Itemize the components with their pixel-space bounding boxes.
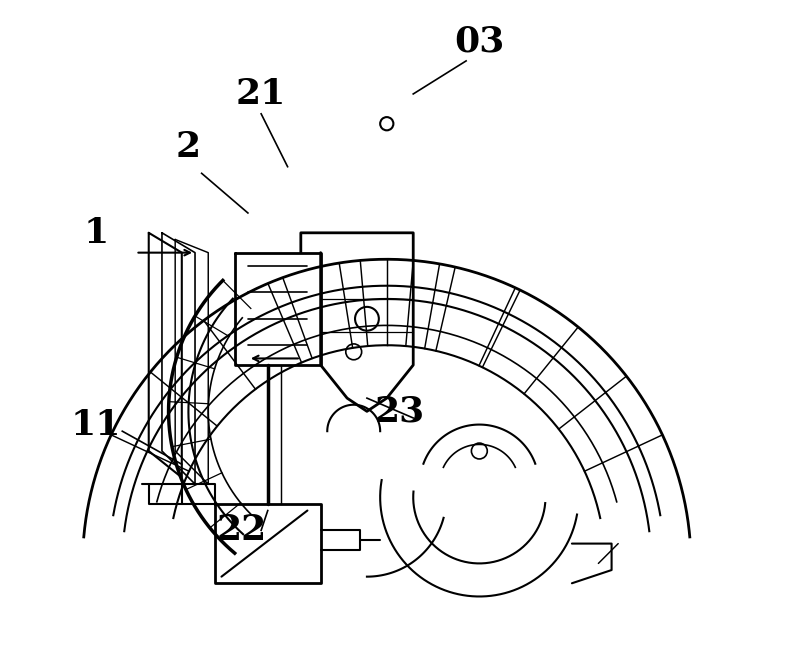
Text: 03: 03 (454, 24, 505, 58)
Text: 21: 21 (236, 77, 286, 111)
Text: 22: 22 (216, 513, 266, 547)
Text: 2: 2 (176, 130, 201, 164)
Text: 1: 1 (83, 216, 109, 250)
Text: 23: 23 (375, 394, 425, 428)
Text: 11: 11 (70, 408, 121, 442)
